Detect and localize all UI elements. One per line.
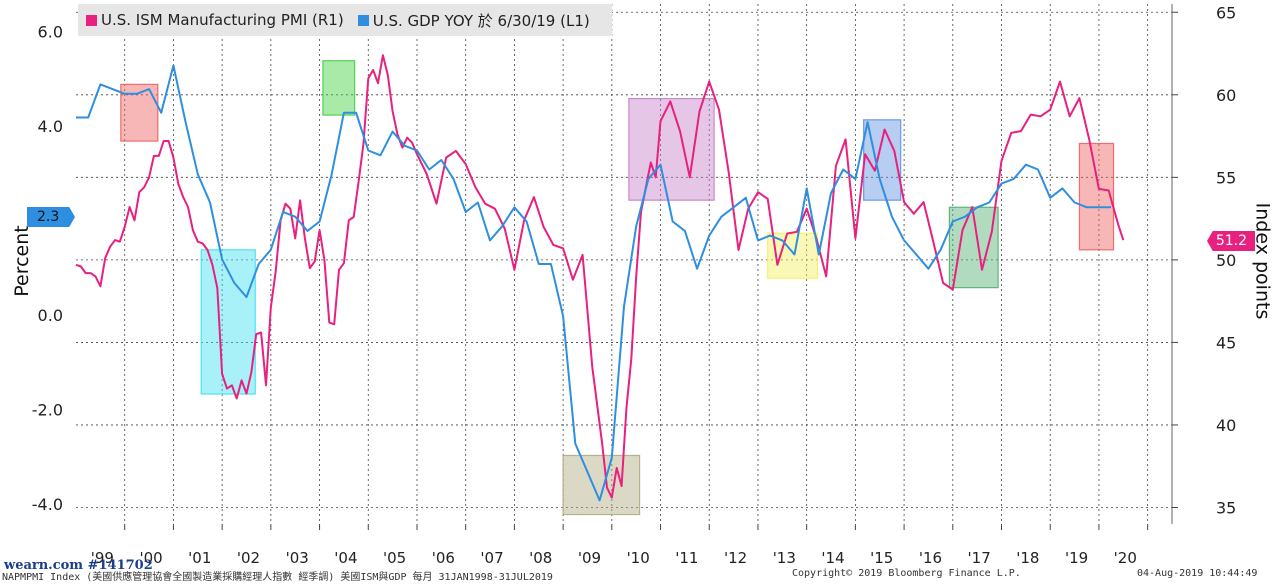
x-tick-label: '13 bbox=[773, 549, 796, 567]
x-tick-label: '09 bbox=[578, 549, 601, 567]
footer-copyright: Copyright© 2019 Bloomberg Finance L.P. bbox=[792, 568, 1021, 579]
x-tick-label: '10 bbox=[627, 549, 650, 567]
right-axis-title: Index points bbox=[1251, 202, 1274, 320]
legend-label-pmi: U.S. ISM Manufacturing PMI (R1) bbox=[101, 11, 344, 29]
highlight-box-4 bbox=[562, 454, 641, 516]
highlight-box-5 bbox=[628, 97, 715, 201]
highlight-box-9 bbox=[1078, 142, 1115, 251]
right-tick-label: 50 bbox=[1216, 251, 1236, 270]
legend-swatch-gdp bbox=[357, 14, 369, 26]
legend-label-gdp: U.S. GDP YOY 於 6/30/19 (L1) bbox=[372, 11, 590, 30]
x-tick-label: '04 bbox=[334, 549, 357, 567]
right-tick-label: 40 bbox=[1216, 416, 1236, 435]
x-tick-label: '06 bbox=[432, 549, 455, 567]
watermark: wearn.com #141702 bbox=[4, 558, 153, 573]
x-tick-label: '08 bbox=[529, 549, 552, 567]
pmi-last-value-tag: 51.2 bbox=[1207, 231, 1255, 251]
gdp-series-line bbox=[76, 64, 1112, 502]
x-tick-label: '12 bbox=[724, 549, 747, 567]
x-tick-label: '14 bbox=[821, 549, 844, 567]
x-tick-label: '15 bbox=[870, 549, 893, 567]
highlight-box-3 bbox=[322, 60, 356, 116]
left-tick-label: 4.0 bbox=[38, 117, 63, 136]
x-tick-label: '07 bbox=[480, 549, 503, 567]
right-tick-label: 60 bbox=[1216, 86, 1236, 105]
right-tick-label: 65 bbox=[1216, 3, 1236, 22]
legend-item-gdp: U.S. GDP YOY 於 6/30/19 (L1) bbox=[357, 10, 590, 31]
highlight-box-2 bbox=[200, 249, 256, 395]
x-tick-label: '11 bbox=[675, 549, 698, 567]
x-tick-label: '03 bbox=[286, 549, 309, 567]
legend-swatch-pmi bbox=[86, 14, 97, 26]
left-tick-label: -2.0 bbox=[32, 401, 63, 420]
left-tick-label: 0.0 bbox=[38, 306, 63, 325]
footer-source: NAPMPMI Index (美國供應管理協會全國製造業採購經理人指數 經季調)… bbox=[2, 572, 553, 583]
right-tick-label: 45 bbox=[1216, 333, 1236, 352]
left-tick-label: -4.0 bbox=[32, 495, 63, 514]
highlight-boxes bbox=[120, 60, 1115, 516]
x-tick-label: '17 bbox=[968, 549, 991, 567]
pmi-series-line bbox=[75, 54, 1125, 499]
right-tick-label: 55 bbox=[1216, 168, 1236, 187]
series-lines bbox=[75, 54, 1125, 502]
x-tick-label: '05 bbox=[383, 549, 406, 567]
x-tick-label: '00 bbox=[139, 549, 162, 567]
x-tick-label: '16 bbox=[919, 549, 942, 567]
x-tick-label: '20 bbox=[1114, 549, 1137, 567]
right-tick-label: 35 bbox=[1216, 498, 1236, 517]
x-tick-label: '99 bbox=[91, 549, 114, 567]
grid-lines bbox=[76, 4, 1172, 524]
legend-item-pmi: U.S. ISM Manufacturing PMI (R1) bbox=[86, 11, 344, 29]
x-tick-label: '02 bbox=[237, 549, 260, 567]
gdp-last-value-tag: 2.3 bbox=[27, 207, 75, 227]
legend: U.S. ISM Manufacturing PMI (R1) U.S. GDP… bbox=[78, 4, 612, 36]
x-tick-label: '01 bbox=[188, 549, 211, 567]
x-tick-label: '18 bbox=[1016, 549, 1039, 567]
x-tick-label: '19 bbox=[1065, 549, 1088, 567]
footer-timestamp: 04-Aug-2019 10:44:49 bbox=[1137, 568, 1258, 579]
left-tick-label: 6.0 bbox=[38, 22, 63, 41]
left-axis-title: Percent bbox=[10, 225, 33, 297]
